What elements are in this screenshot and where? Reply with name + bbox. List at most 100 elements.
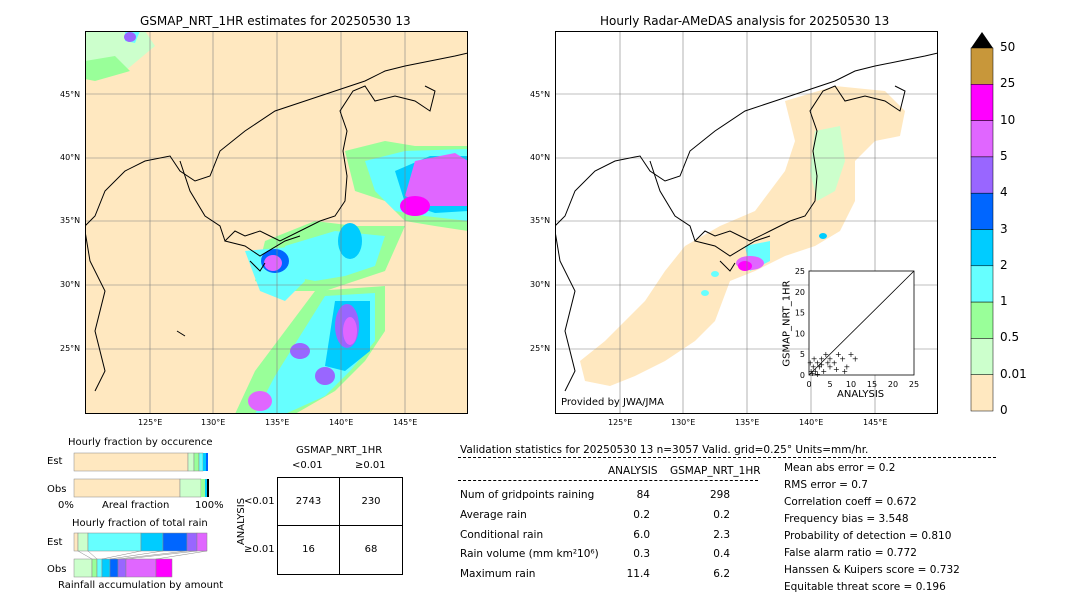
scatter-point: + bbox=[810, 363, 817, 372]
right-map-title: Hourly Radar-AMeDAS analysis for 2025053… bbox=[600, 14, 890, 28]
left-lon-label: 130°E bbox=[201, 418, 226, 427]
total-rain-connectors bbox=[77, 550, 208, 560]
occurrence-axis-right: 100% bbox=[195, 500, 224, 511]
scatter-point: + bbox=[843, 363, 850, 372]
scatter-point: + bbox=[818, 354, 825, 363]
left-lat-label: 45°N bbox=[60, 90, 81, 99]
validation-col-analysis: ANALYSIS bbox=[608, 465, 658, 477]
scatter-point: + bbox=[852, 354, 859, 363]
contingency-col-header-1: <0.01 bbox=[292, 460, 323, 471]
occurrence-row-obs: Obs bbox=[47, 484, 67, 495]
right-map-frame bbox=[555, 31, 938, 414]
scatter-point: + bbox=[841, 367, 848, 376]
scatter-y-tick: 0 bbox=[800, 371, 805, 380]
validation-row-analysis: 6.0 bbox=[633, 529, 650, 541]
right-map-coastline bbox=[555, 52, 938, 392]
left-map bbox=[85, 31, 468, 414]
score-line: False alarm ratio = 0.772 bbox=[784, 547, 917, 559]
occurrence-axis-left: 0% bbox=[58, 500, 74, 511]
scatter-x-tick: 5 bbox=[827, 380, 832, 389]
scatter-ylabel: GSMAP_NRT_1HR bbox=[781, 280, 793, 367]
score-line: Mean abs error = 0.2 bbox=[784, 462, 896, 474]
total-rain-footer: Rainfall accumulation by amount bbox=[58, 580, 224, 591]
scatter-y-tick: 25 bbox=[795, 267, 805, 276]
validation-row-analysis: 11.4 bbox=[626, 568, 650, 580]
left-lat-label: 35°N bbox=[60, 216, 81, 225]
scatter-point: + bbox=[818, 361, 825, 370]
left-map-grid bbox=[85, 31, 468, 414]
scatter-point: + bbox=[814, 370, 821, 379]
left-lon-label: 125°E bbox=[138, 418, 163, 427]
scatter-point: + bbox=[814, 359, 821, 368]
right-map bbox=[555, 31, 938, 414]
validation-table-rule bbox=[458, 480, 758, 481]
contingency-cell: 68 bbox=[364, 544, 378, 555]
scatter-point: + bbox=[833, 365, 840, 374]
validation-row-label: Num of gridpoints raining bbox=[460, 489, 595, 501]
scatter-x-tick: 10 bbox=[846, 380, 856, 389]
left-lon-label: 140°E bbox=[329, 418, 354, 427]
scatter-y-ticks: 0 5 10 15 20 25 bbox=[795, 267, 805, 380]
validation-row-gsmap: 0.2 bbox=[713, 509, 730, 521]
scatter-point: + bbox=[812, 367, 819, 376]
validation-row-gsmap: 6.2 bbox=[713, 568, 730, 580]
colorbar-label: 0.5 bbox=[1000, 330, 1020, 345]
colorbar-box bbox=[970, 120, 994, 158]
inset-scatter: +++++++++++++++++++ + + ++ + 0 5 10 15 20 25 0 5 10… bbox=[795, 267, 919, 389]
scatter-point: + bbox=[827, 354, 834, 363]
scatter-point: + bbox=[822, 350, 829, 359]
left-lat-label: 40°N bbox=[60, 153, 81, 162]
colorbar-boxes bbox=[970, 47, 994, 412]
occurrence-bars bbox=[73, 452, 209, 498]
colorbar-label: 1 bbox=[1000, 294, 1008, 309]
right-lon-label: 140°E bbox=[799, 418, 824, 427]
scatter-point: + bbox=[816, 363, 823, 372]
colorbar-box bbox=[970, 156, 994, 194]
score-line: Probability of detection = 0.810 bbox=[784, 530, 952, 542]
total-rain-title: Hourly fraction of total rain bbox=[72, 518, 208, 529]
colorbar-label: 25 bbox=[1000, 76, 1016, 91]
left-map-coastline bbox=[85, 52, 468, 392]
score-line: Hanssen & Kuipers score = 0.732 bbox=[784, 564, 960, 576]
colorbar-label: 3 bbox=[1000, 221, 1008, 236]
scatter-point: + bbox=[807, 359, 814, 368]
colorbar-label: 4 bbox=[1000, 185, 1008, 200]
right-map-rain-field bbox=[580, 86, 905, 386]
validation-header: Validation statistics for 20250530 13 n=… bbox=[460, 444, 869, 456]
scatter-point: + bbox=[835, 350, 842, 359]
left-map-title: GSMAP_NRT_1HR estimates for 20250530 13 bbox=[140, 14, 411, 28]
scatter-x-tick: 25 bbox=[909, 380, 919, 389]
colorbar-box bbox=[970, 301, 994, 339]
scatter-y-tick: 5 bbox=[800, 350, 805, 359]
contingency-row-header-2: ≥0.01 bbox=[244, 544, 275, 555]
left-lon-label: 135°E bbox=[265, 418, 290, 427]
occurrence-axis-mid: Areal fraction bbox=[102, 500, 170, 511]
right-lat-label: 30°N bbox=[530, 280, 551, 289]
contingency-title: GSMAP_NRT_1HR bbox=[296, 445, 383, 456]
validation-col-gsmap: GSMAP_NRT_1HR bbox=[670, 465, 761, 477]
occurrence-bar-obs bbox=[73, 478, 209, 498]
right-lat-label: 45°N bbox=[530, 90, 551, 99]
contingency-row-header-1: <0.01 bbox=[244, 496, 275, 507]
left-lat-label: 30°N bbox=[60, 280, 81, 289]
score-line: RMS error = 0.7 bbox=[784, 479, 868, 491]
validation-row-gsmap: 2.3 bbox=[713, 529, 730, 541]
scatter-point: + bbox=[827, 363, 834, 372]
total-rain-row-est: Est bbox=[47, 537, 63, 548]
validation-row-label: Average rain bbox=[460, 509, 527, 521]
scatter-y-tick: 10 bbox=[795, 329, 805, 338]
validation-row-analysis: 84 bbox=[636, 489, 650, 501]
scatter-point: + bbox=[808, 367, 815, 376]
colorbar-label: 0.01 bbox=[1000, 366, 1027, 381]
left-lat-label: 25°N bbox=[60, 344, 81, 353]
contingency-cell: 16 bbox=[302, 544, 315, 555]
colorbar-label: 5 bbox=[1000, 148, 1008, 163]
colorbar-label: 50 bbox=[1000, 40, 1016, 54]
colorbar-label: 2 bbox=[1000, 257, 1008, 272]
scatter-point: + bbox=[839, 354, 846, 363]
validation-row-gsmap: 0.4 bbox=[713, 548, 730, 560]
scatter-points: +++++++++++++++++++ + + ++ + bbox=[807, 350, 859, 379]
occurrence-row-est: Est bbox=[47, 456, 63, 467]
colorbar-box bbox=[970, 84, 994, 121]
validation-row-label: Maximum rain bbox=[460, 568, 536, 580]
